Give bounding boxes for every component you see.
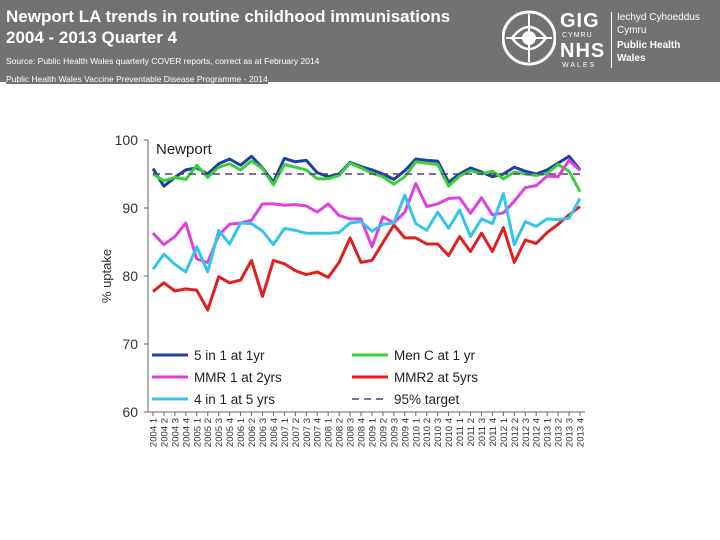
programme-note: Public Health Wales Vaccine Preventable … — [6, 74, 268, 84]
x-tick-label: 2007 1 — [280, 418, 291, 447]
y-tick-label: 60 — [122, 404, 138, 420]
logo-cymru: CYMRU — [562, 32, 593, 39]
legend-label: 5 in 1 at 1yr — [194, 348, 265, 363]
x-tick-label: 2012 1 — [499, 418, 510, 447]
legend-label: 4 in 1 at 5 yrs — [194, 392, 275, 407]
legend-label: MMR2 at 5yrs — [394, 370, 478, 385]
x-tick-label: 2009 4 — [400, 418, 411, 447]
logo-wales: WALES — [562, 62, 597, 69]
legend-label: Men C at 1 yr — [394, 348, 476, 363]
series-line-5-in-1-at-1yr — [151, 154, 582, 188]
dragon-emblem-icon — [502, 10, 556, 66]
x-tick-label: 2009 3 — [389, 418, 400, 447]
x-tick-label: 2004 1 — [149, 418, 160, 447]
x-tick-label: 2012 3 — [521, 418, 532, 447]
legend-label: 95% target — [394, 392, 460, 407]
org-line-1: Iechyd Cyhoeddus — [617, 12, 700, 23]
x-tick-label: 2006 4 — [269, 418, 280, 447]
series-line-mmr-1-at-2yrs — [151, 158, 582, 264]
x-tick-label: 2012 2 — [510, 418, 521, 447]
x-tick-label: 2011 2 — [466, 418, 477, 446]
x-tick-label: 2011 3 — [477, 418, 488, 446]
x-tick-label: 2004 3 — [170, 418, 181, 447]
x-tick-label: 2011 1 — [455, 418, 466, 446]
x-tick-label: 2008 4 — [357, 418, 368, 447]
x-tick-label: 2011 4 — [488, 418, 499, 446]
logo-divider — [611, 12, 612, 68]
series-line-men-c-at-1-yr — [152, 159, 582, 193]
series-line-mmr2-at-5yrs — [152, 205, 581, 312]
source-note: Source: Public Health Wales quarterly CO… — [6, 56, 320, 66]
y-tick-label: 70 — [122, 336, 138, 352]
x-tick-label: 2004 2 — [159, 418, 170, 447]
x-tick-label: 2006 3 — [258, 418, 269, 447]
org-line-4: Wales — [617, 53, 646, 64]
x-tick-label: 2007 4 — [313, 418, 324, 447]
org-line-2: Cymru — [617, 25, 647, 36]
x-tick-label: 2008 3 — [346, 418, 357, 447]
x-tick-label: 2006 2 — [247, 418, 258, 447]
x-tick-label: 2007 2 — [291, 418, 302, 447]
logo-gig: GIG — [560, 10, 600, 32]
y-axis-label: % uptake — [99, 249, 114, 303]
x-tick-label: 2012 4 — [532, 418, 543, 447]
x-tick-label: 2013 1 — [543, 418, 554, 447]
x-tick-label: 2009 1 — [367, 418, 378, 447]
chart-title: Newport — [156, 141, 213, 158]
x-tick-label: 2010 1 — [411, 418, 422, 447]
x-tick-label: 2010 2 — [422, 418, 433, 447]
header-banner: Newport LA trends in routine childhood i… — [0, 0, 720, 84]
x-tick-label: 2009 2 — [378, 418, 389, 447]
x-tick-label: 2010 3 — [433, 418, 444, 447]
nhs-wales-logo: GIG CYMRU NHS WALES Iechyd Cyhoeddus Cym… — [500, 8, 715, 74]
y-tick-label: 90 — [122, 200, 138, 216]
logo-nhs: NHS — [560, 40, 606, 62]
x-tick-label: 2005 4 — [225, 418, 236, 447]
x-tick-label: 2004 4 — [181, 418, 192, 447]
x-tick-label: 2008 2 — [335, 418, 346, 447]
series-line-4-in-1-at-5-yrs — [151, 192, 582, 274]
x-tick-label: 2006 1 — [236, 418, 247, 447]
page-title: Newport LA trends in routine childhood i… — [6, 7, 451, 47]
x-tick-label: 2007 3 — [302, 418, 313, 447]
legend-label: MMR 1 at 2yrs — [194, 370, 282, 385]
x-tick-label: 2008 1 — [324, 418, 335, 447]
y-tick-label: 80 — [122, 268, 138, 284]
x-tick-label: 2005 1 — [192, 418, 203, 447]
y-tick-label: 100 — [115, 132, 139, 148]
x-tick-label: 2005 2 — [203, 418, 214, 447]
org-line-3: Public Health — [617, 40, 681, 51]
x-tick-label: 2005 3 — [214, 418, 225, 447]
x-tick-label: 2013 3 — [565, 418, 576, 447]
x-tick-label: 2013 2 — [554, 418, 565, 447]
x-tick-label: 2010 4 — [444, 418, 455, 447]
x-tick-label: 2013 4 — [576, 418, 587, 447]
